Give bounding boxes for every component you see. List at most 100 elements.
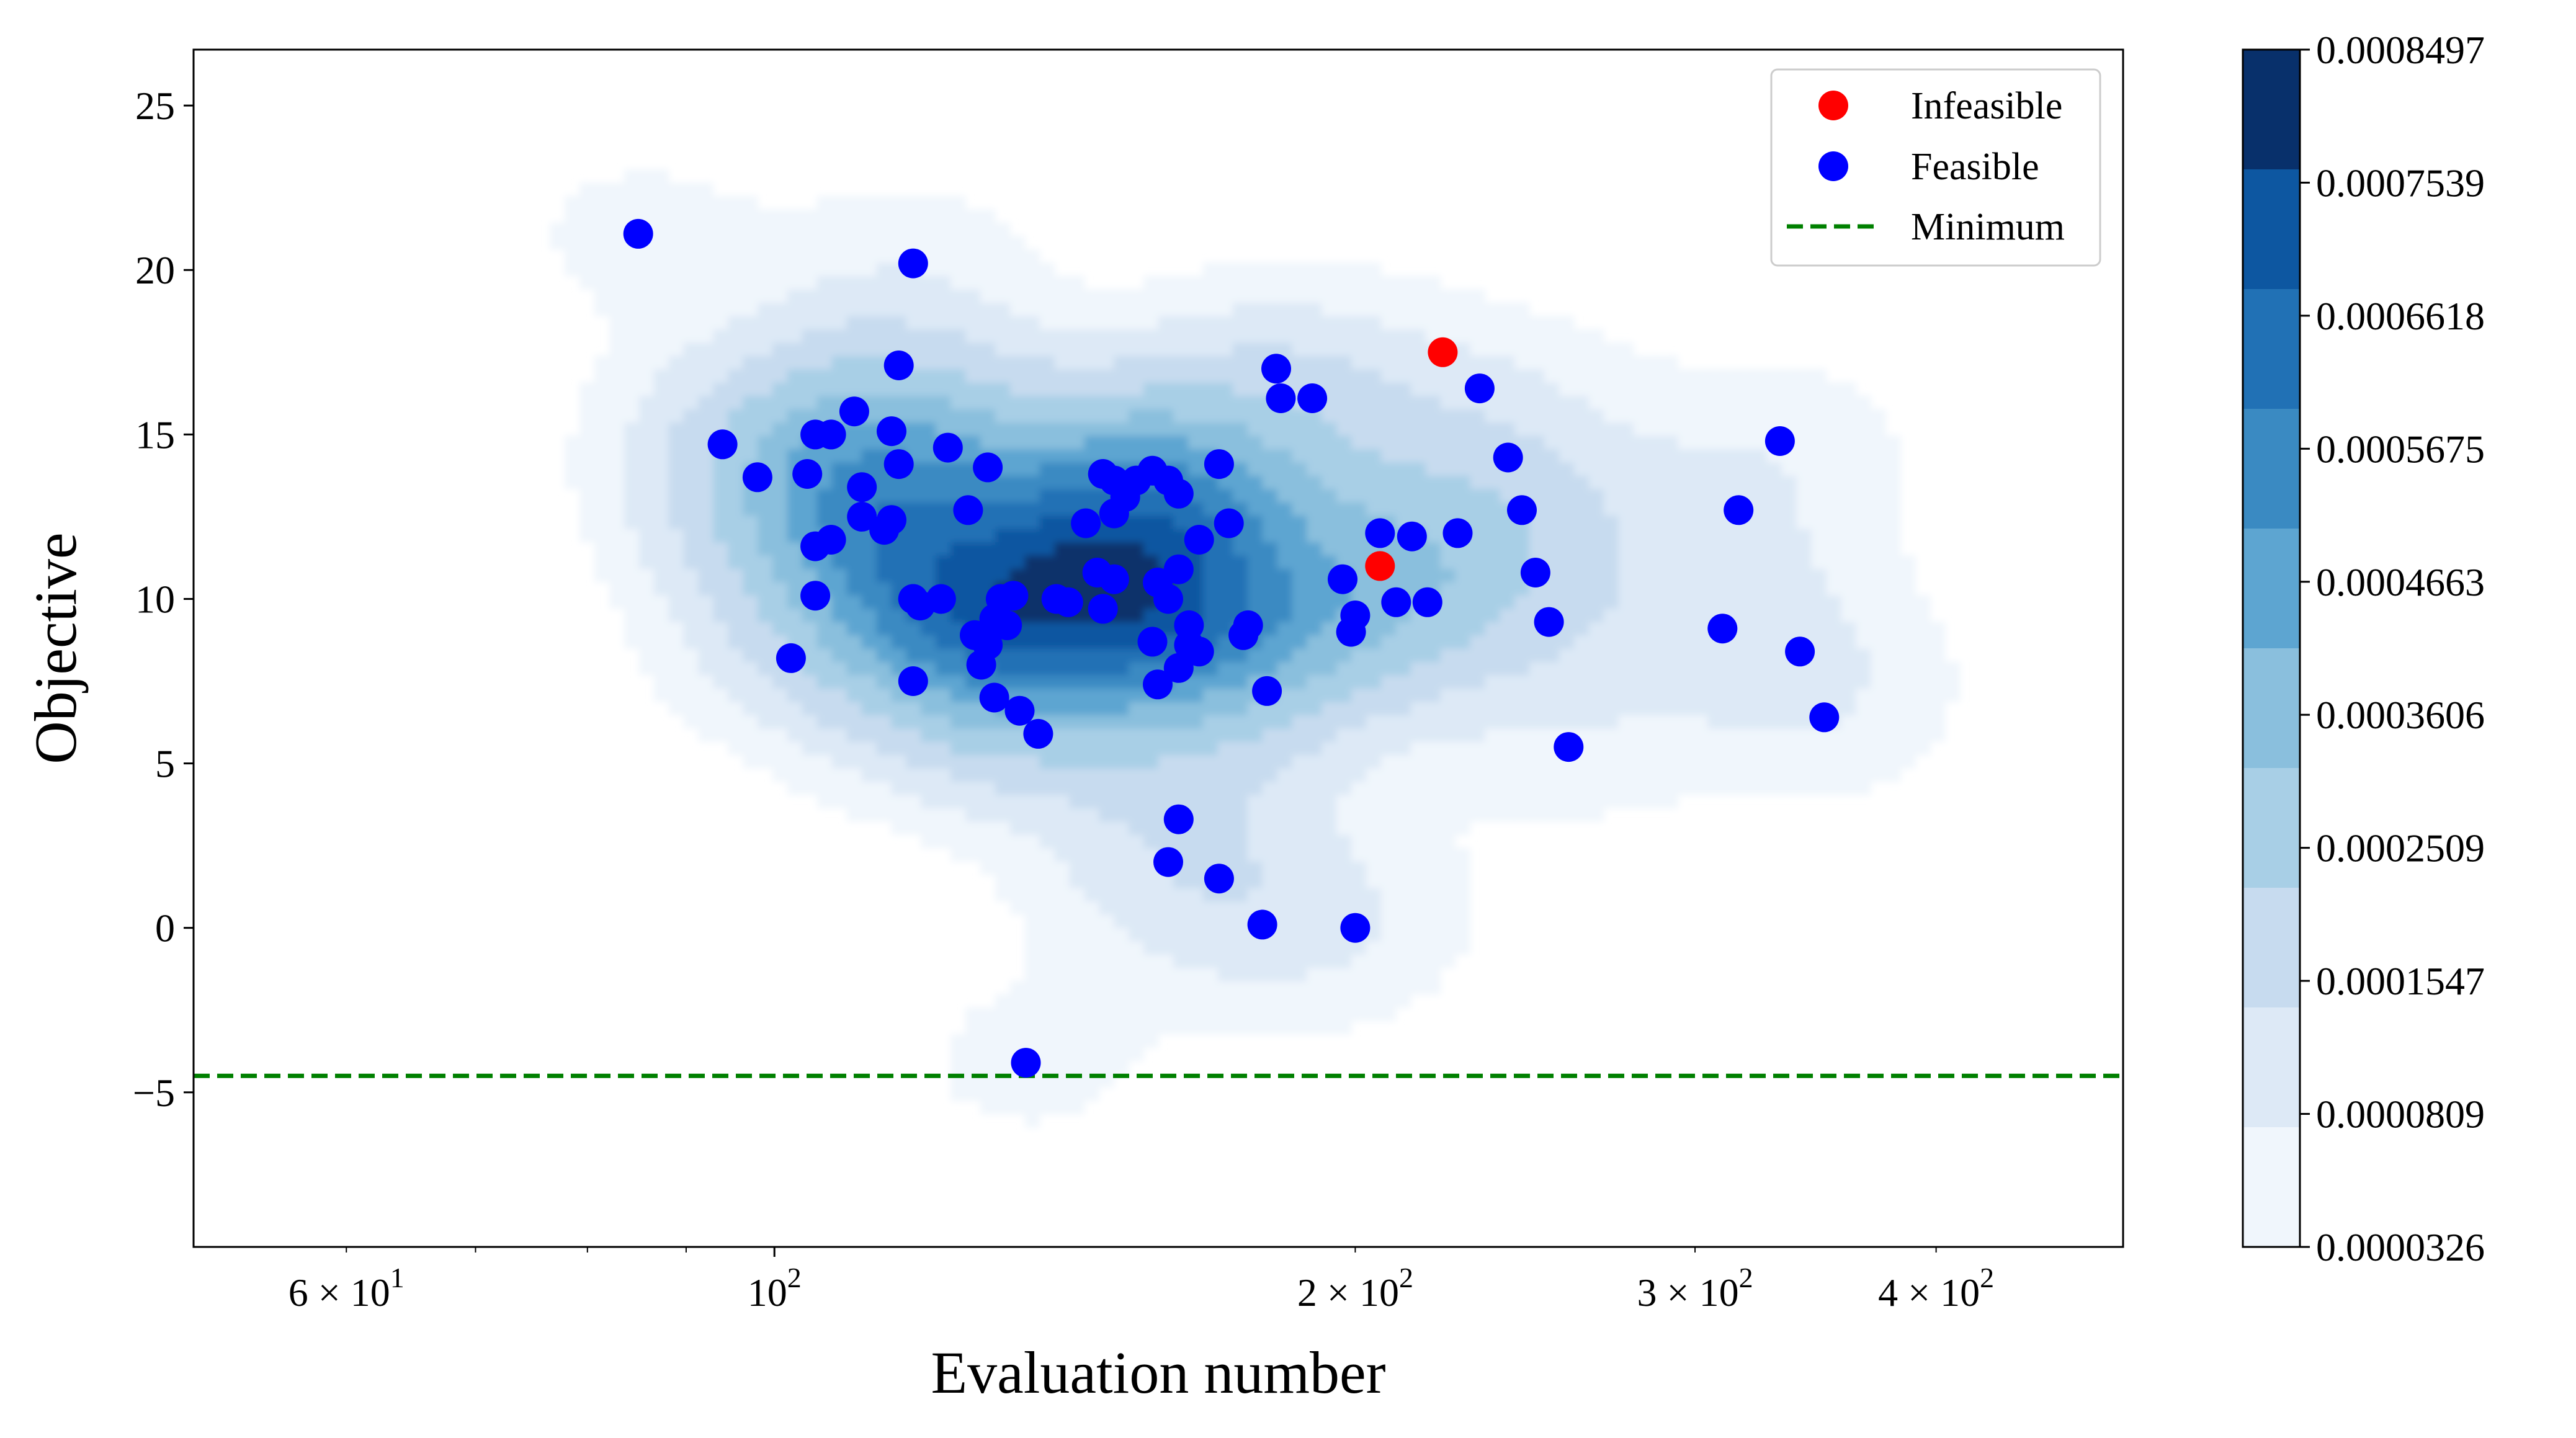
density-cell xyxy=(1336,968,1352,981)
density-cell xyxy=(1663,675,1678,689)
density-cell xyxy=(1529,675,1545,689)
density-cell xyxy=(1351,901,1367,914)
density-cell xyxy=(921,289,936,303)
density-cell xyxy=(1455,609,1470,622)
density-cell xyxy=(1604,768,1619,782)
density-cell xyxy=(921,489,936,502)
density-cell xyxy=(1396,276,1411,290)
density-cell xyxy=(609,396,625,409)
density-cell xyxy=(921,529,936,542)
density-cell xyxy=(1856,475,1871,489)
density-cell xyxy=(1114,981,1129,994)
density-cell xyxy=(1426,449,1441,462)
density-cell xyxy=(1500,422,1515,435)
density-cell xyxy=(817,502,833,516)
density-cell xyxy=(713,675,728,689)
density-cell xyxy=(1129,661,1144,675)
density-cell xyxy=(1277,489,1292,502)
density-cell xyxy=(950,462,966,476)
density-cell xyxy=(772,555,788,569)
density-cell xyxy=(1559,409,1575,422)
density-cell xyxy=(1203,675,1219,689)
density-cell xyxy=(1500,781,1515,795)
feasible-point xyxy=(1261,354,1291,383)
density-cell xyxy=(1544,529,1560,542)
density-cell xyxy=(609,422,625,435)
density-cell xyxy=(1514,529,1530,542)
density-cell xyxy=(1856,702,1871,715)
density-cell xyxy=(1648,382,1663,396)
density-cell xyxy=(802,342,818,356)
density-cell xyxy=(1203,302,1219,316)
density-cell xyxy=(1040,1047,1055,1061)
feasible-point xyxy=(1381,587,1411,617)
density-cell xyxy=(1366,888,1382,901)
density-cell xyxy=(1455,901,1470,914)
colorbar-tick-label: 0.0005675 xyxy=(2316,427,2485,471)
density-cell xyxy=(1574,781,1590,795)
density-cell xyxy=(1411,968,1426,981)
density-cell xyxy=(743,236,758,249)
density-cell xyxy=(965,728,981,742)
density-cell xyxy=(980,1101,996,1114)
density-cell xyxy=(1055,994,1070,1008)
density-cell xyxy=(624,382,640,396)
density-cell xyxy=(1396,369,1411,383)
density-cell xyxy=(1871,648,1886,662)
density-cell xyxy=(624,169,640,183)
density-cell xyxy=(1619,342,1634,356)
density-cell xyxy=(980,342,996,356)
density-cell xyxy=(1619,661,1634,675)
density-cell xyxy=(609,449,625,462)
density-cell xyxy=(1885,489,1901,502)
density-cell xyxy=(1248,342,1263,356)
density-cell xyxy=(1248,462,1263,476)
density-cell xyxy=(1010,648,1026,662)
density-cell xyxy=(832,715,847,728)
density-cell xyxy=(1203,901,1219,914)
density-cell xyxy=(1040,316,1055,329)
density-cell xyxy=(1055,968,1070,981)
density-cell xyxy=(1812,462,1827,476)
density-cell xyxy=(1900,648,1916,662)
infeasible-point xyxy=(1365,551,1395,581)
density-cell xyxy=(1366,941,1382,955)
density-cell xyxy=(1292,595,1307,609)
density-cell xyxy=(698,582,713,596)
density-cell xyxy=(817,249,833,263)
density-cell xyxy=(1426,516,1441,529)
density-cell xyxy=(1040,529,1055,542)
density-cell xyxy=(1248,316,1263,329)
density-cell xyxy=(1366,755,1382,769)
density-cell xyxy=(1218,927,1233,941)
density-cell xyxy=(847,555,862,569)
density-cell xyxy=(1856,648,1871,662)
density-cell xyxy=(1737,568,1753,582)
legend: Infeasible Feasible Minimum xyxy=(1771,69,2100,266)
density-cell xyxy=(698,422,713,435)
density-cell xyxy=(758,422,773,435)
density-cell xyxy=(1069,688,1085,702)
density-cell xyxy=(1648,755,1663,769)
density-cell xyxy=(1737,369,1753,383)
density-cell xyxy=(817,648,833,662)
density-cell xyxy=(802,635,818,649)
density-cell xyxy=(980,568,996,582)
density-cell xyxy=(1069,648,1085,662)
density-cell xyxy=(1218,834,1233,848)
density-cell xyxy=(1158,954,1174,968)
density-cell xyxy=(1678,648,1693,662)
density-cell xyxy=(654,648,669,662)
density-cell xyxy=(921,755,936,769)
density-cell xyxy=(743,342,758,356)
density-cell xyxy=(1040,688,1055,702)
density-cell xyxy=(758,555,773,569)
density-cell xyxy=(1678,409,1693,422)
density-cell xyxy=(1069,661,1085,675)
density-cell xyxy=(876,316,892,329)
feasible-point xyxy=(624,219,653,249)
density-cell xyxy=(1619,755,1634,769)
density-cell xyxy=(1470,462,1485,476)
density-cell xyxy=(772,595,788,609)
density-cell xyxy=(1693,516,1708,529)
